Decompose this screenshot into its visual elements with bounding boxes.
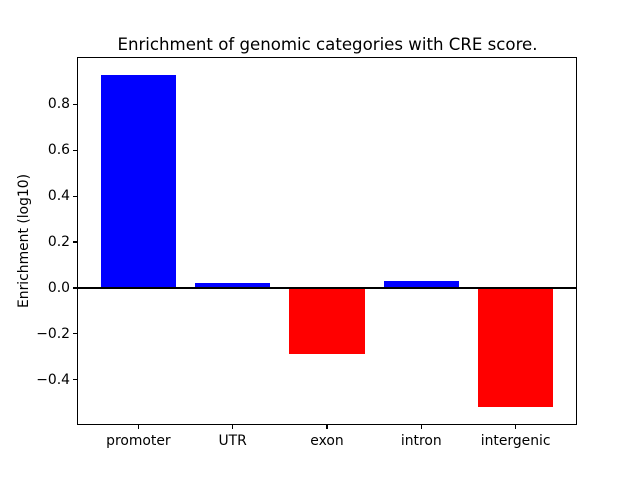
x-tick-mark (137, 425, 139, 429)
y-tick-label: −0.2 (36, 325, 70, 342)
x-tick-label-UTR: UTR (218, 433, 247, 449)
zero-line (78, 286, 576, 289)
y-tick-mark (73, 333, 77, 335)
bar-promoter (100, 74, 177, 288)
x-tick-mark (515, 425, 517, 429)
y-tick-mark (73, 149, 77, 151)
x-tick-label-exon: exon (310, 433, 344, 449)
y-tick-label: 0.2 (47, 234, 70, 251)
y-tick-mark (73, 379, 77, 381)
chart-title: Enrichment of genomic categories with CR… (117, 35, 538, 54)
bar-intron (383, 281, 460, 288)
y-tick-label: 0.0 (47, 279, 70, 296)
x-tick-label-promoter: promoter (106, 433, 171, 449)
x-tick-label-intergenic: intergenic (480, 433, 551, 449)
y-tick-label: 0.6 (47, 142, 70, 159)
bar-exon (289, 287, 365, 355)
y-tick-label: 0.4 (47, 188, 70, 205)
x-tick-label-intron: intron (400, 433, 442, 449)
x-tick-mark (232, 425, 234, 429)
y-tick-mark (73, 103, 77, 105)
x-tick-mark (326, 425, 328, 429)
bar-UTR (194, 283, 271, 288)
bar-intergenic (477, 287, 554, 408)
x-tick-mark (420, 425, 422, 429)
plot-area (77, 57, 577, 425)
y-tick-label: −0.4 (36, 371, 70, 388)
y-tick-mark (73, 287, 77, 289)
y-tick-mark (73, 241, 77, 243)
y-tick-mark (73, 195, 77, 197)
y-tick-label: 0.8 (47, 96, 70, 113)
